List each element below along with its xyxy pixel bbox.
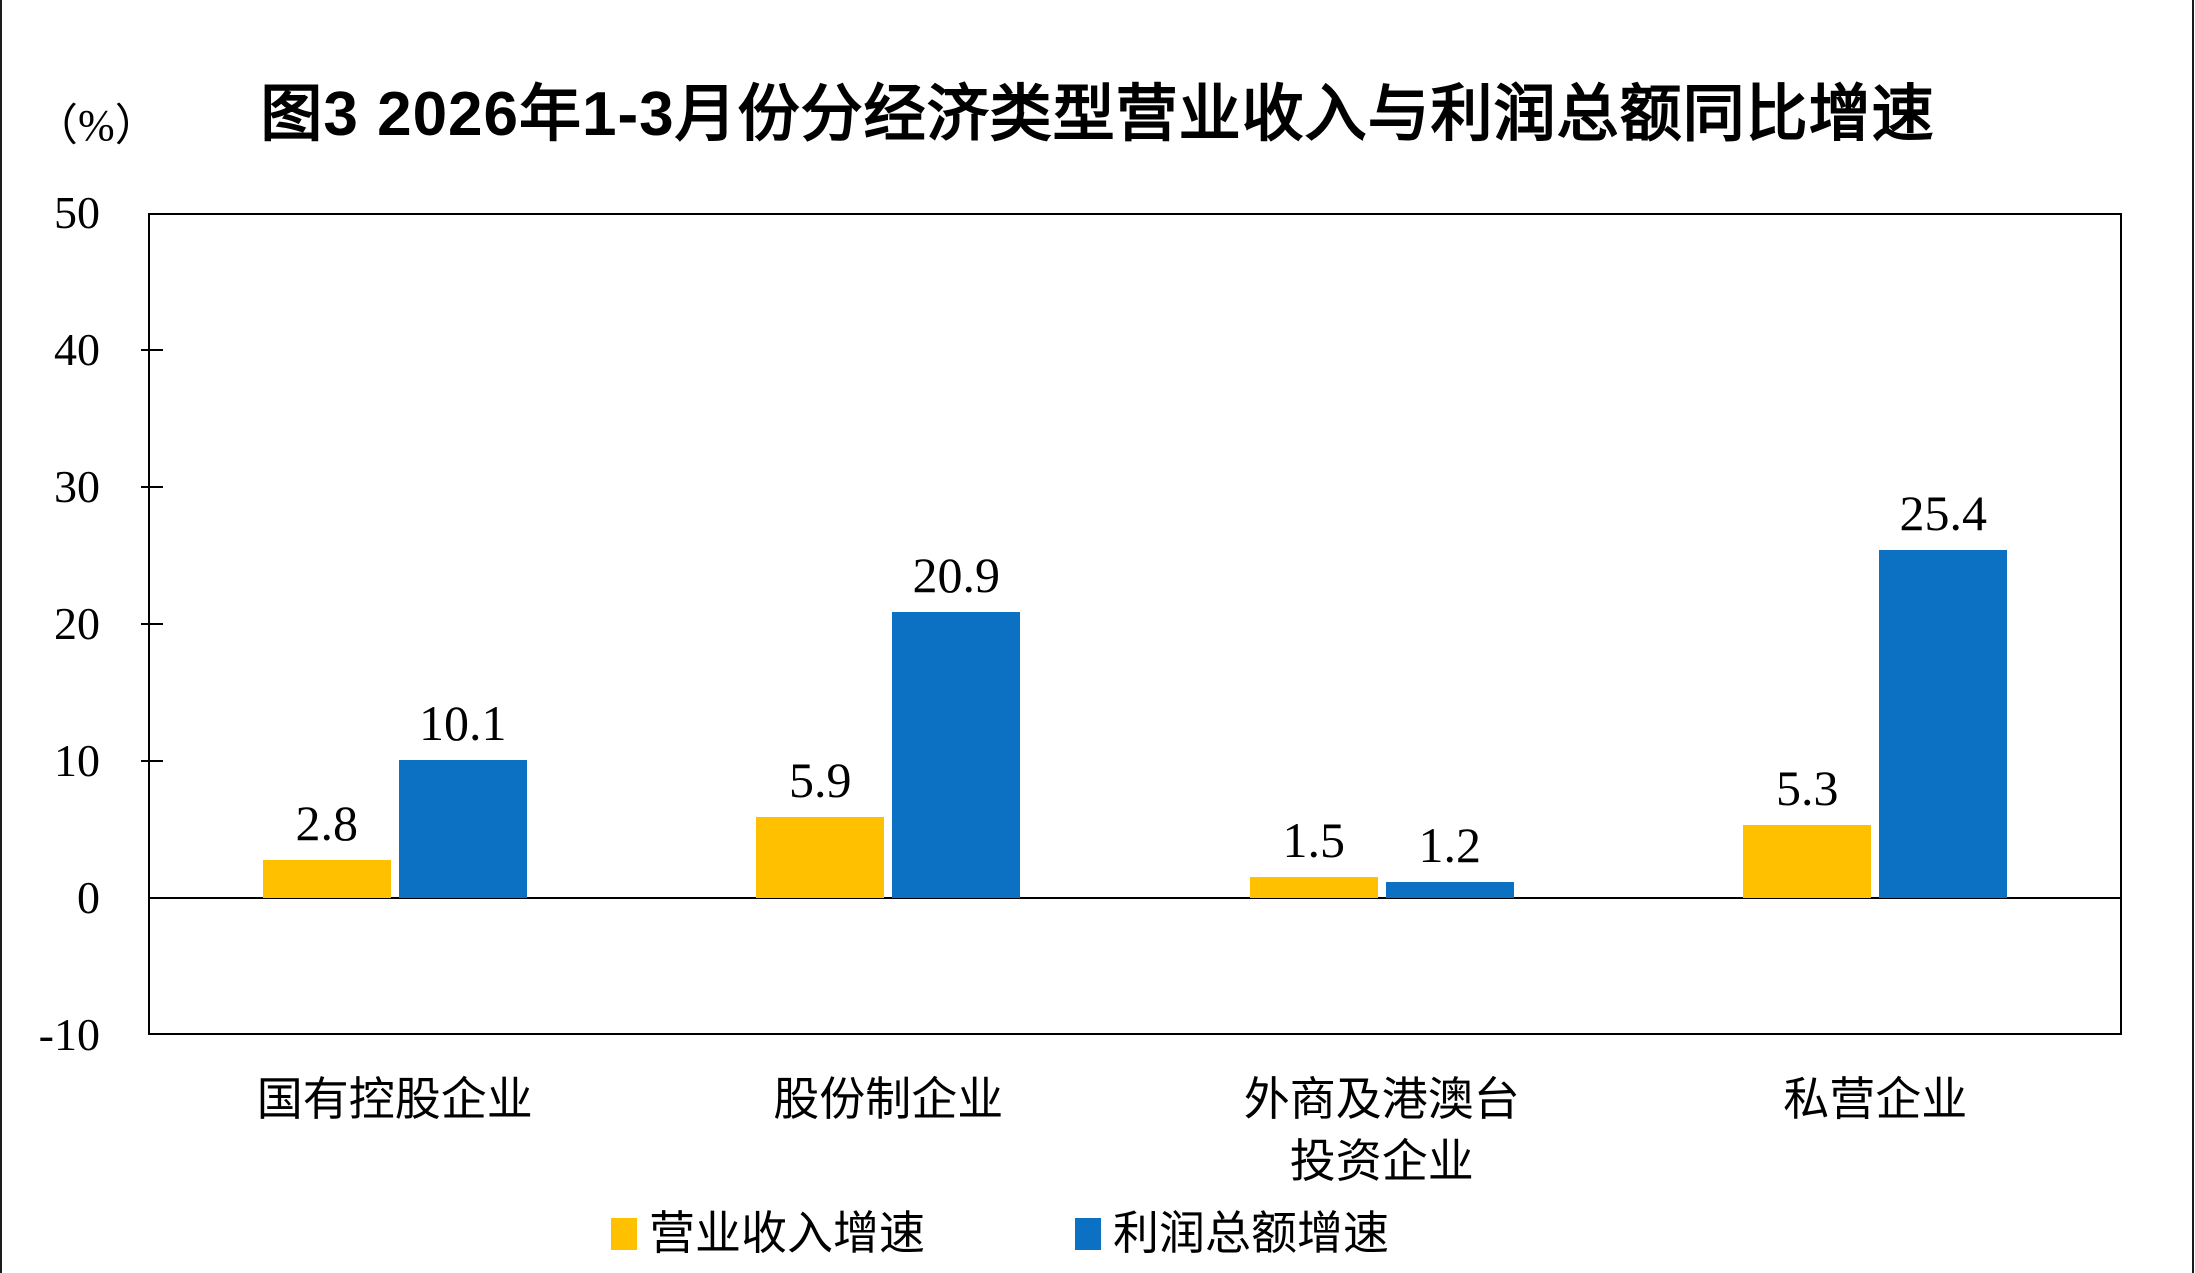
bar-value-label: 5.9 (789, 752, 852, 809)
y-tick-label: 10 (54, 735, 100, 786)
y-tick-mark (141, 760, 163, 762)
bar-value-label: 25.4 (1899, 485, 1988, 542)
bar-value-label: 2.8 (295, 794, 359, 851)
chart-title: 图3 2026年1-3月份分经济类型营业收入与利润总额同比增速 (260, 80, 1935, 149)
legend-item-营业收入增速: 营业收入增速 (611, 1206, 925, 1262)
legend-item-利润总额增速: 利润总额增速 (1075, 1206, 1389, 1262)
y-tick-mark (141, 486, 163, 488)
y-tick-label: -10 (38, 1009, 100, 1060)
y-tick-label: 50 (54, 187, 100, 238)
legend-swatch (1075, 1218, 1101, 1250)
plot-area (148, 213, 2122, 1035)
y-tick-label: 0 (77, 872, 100, 923)
x-category-label: 股份制企业 (773, 1074, 1004, 1125)
zero-baseline (148, 897, 2122, 899)
legend-label: 营业收入增速 (649, 1208, 925, 1259)
x-category-label: 私营企业 (1783, 1074, 1968, 1125)
y-tick-label: 30 (54, 461, 100, 512)
bar-营业收入增速-股份制企业 (756, 817, 885, 898)
y-tick-mark (141, 623, 163, 625)
y-tick-label: 20 (54, 598, 100, 649)
bar-营业收入增速-外商及港澳台投资企业 (1249, 877, 1378, 898)
bar-利润总额增速-外商及港澳台投资企业 (1385, 881, 1514, 898)
y-axis-unit-label: （%） (34, 101, 159, 150)
legend-label: 利润总额增速 (1113, 1208, 1389, 1259)
legend-swatch (611, 1218, 637, 1250)
bar-利润总额增速-私营企业 (1879, 550, 2008, 898)
bar-value-label: 1.5 (1282, 812, 1346, 869)
bar-营业收入增速-私营企业 (1743, 825, 1872, 898)
image-right-border (2192, 0, 2194, 1273)
bar-value-label: 10.1 (419, 694, 507, 751)
chart-legend: 营业收入增速 利润总额增速 (0, 1206, 2000, 1262)
bar-利润总额增速-股份制企业 (892, 611, 1021, 898)
bar-营业收入增速-国有控股企业 (262, 859, 391, 898)
x-category-label: 外商及港澳台 投资企业 (1243, 1074, 1520, 1187)
bar-利润总额增速-国有控股企业 (398, 759, 527, 898)
x-category-label: 国有控股企业 (256, 1074, 533, 1125)
bar-value-label: 5.3 (1776, 760, 1839, 817)
bar-value-label: 20.9 (912, 546, 1001, 603)
y-tick-label: 40 (54, 324, 100, 375)
image-left-border (0, 0, 2, 1273)
bar-value-label: 1.2 (1418, 816, 1482, 873)
y-tick-mark (141, 349, 163, 351)
